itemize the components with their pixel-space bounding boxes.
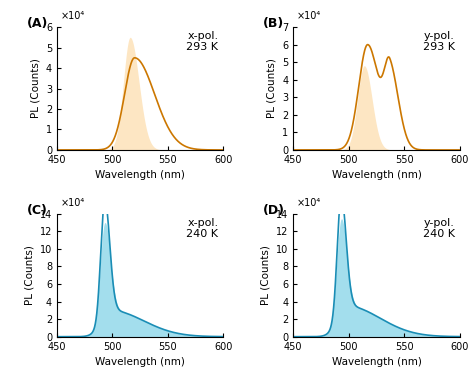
Text: ×10⁴: ×10⁴ xyxy=(297,198,321,208)
Text: (B): (B) xyxy=(264,17,284,30)
Y-axis label: PL (Counts): PL (Counts) xyxy=(30,58,40,118)
Text: (D): (D) xyxy=(264,204,285,217)
X-axis label: Wavelength (nm): Wavelength (nm) xyxy=(332,170,421,180)
Text: (C): (C) xyxy=(27,204,48,217)
Text: y-pol.
293 K: y-pol. 293 K xyxy=(423,31,455,52)
Y-axis label: PL (Counts): PL (Counts) xyxy=(267,58,277,118)
Text: y-pol.
240 K: y-pol. 240 K xyxy=(423,217,455,239)
Text: ×10⁴: ×10⁴ xyxy=(60,11,84,21)
Y-axis label: PL (Counts): PL (Counts) xyxy=(261,245,271,305)
X-axis label: Wavelength (nm): Wavelength (nm) xyxy=(95,170,185,180)
Text: ×10⁴: ×10⁴ xyxy=(297,11,321,21)
Text: x-pol.
240 K: x-pol. 240 K xyxy=(186,217,219,239)
Text: x-pol.
293 K: x-pol. 293 K xyxy=(186,31,219,52)
Text: ×10⁴: ×10⁴ xyxy=(60,198,84,208)
X-axis label: Wavelength (nm): Wavelength (nm) xyxy=(332,357,421,367)
X-axis label: Wavelength (nm): Wavelength (nm) xyxy=(95,357,185,367)
Y-axis label: PL (Counts): PL (Counts) xyxy=(24,245,34,305)
Text: (A): (A) xyxy=(27,17,48,30)
